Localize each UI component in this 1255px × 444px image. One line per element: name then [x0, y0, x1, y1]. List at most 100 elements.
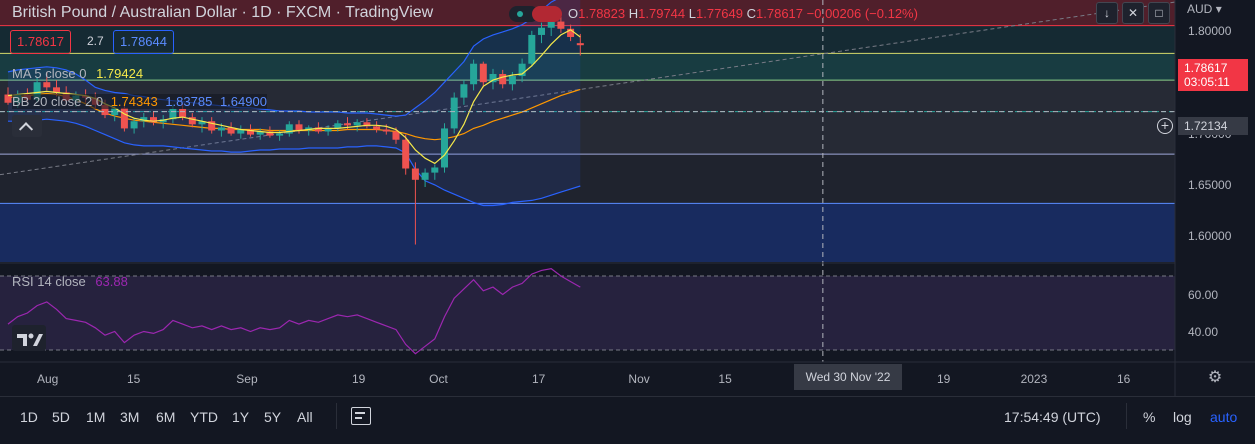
fullscreen-icon: □: [1155, 6, 1163, 20]
candle: [43, 71, 51, 91]
time-tick-label: Sep: [236, 372, 258, 386]
candle-body: [392, 131, 400, 140]
candle-body: [266, 131, 274, 136]
candle-body: [140, 117, 148, 122]
scroll-down-button[interactable]: ↓: [1096, 2, 1118, 24]
candle-body: [411, 168, 419, 180]
candle: [188, 113, 196, 128]
range-button[interactable]: 3M: [120, 409, 140, 425]
rsi-line: [7, 267, 581, 355]
fullscreen-button[interactable]: □: [1148, 2, 1170, 24]
candle-body: [150, 117, 157, 123]
candle-body: [53, 87, 60, 93]
rsi-pane-background: [0, 276, 1175, 350]
candle: [150, 110, 157, 126]
close-key: C: [746, 6, 757, 21]
toolbar-divider: [336, 403, 337, 429]
legend-collapse-button[interactable]: [12, 115, 42, 137]
price-zone: [0, 80, 1175, 155]
range-button[interactable]: 1M: [86, 409, 106, 425]
collapse-icon: ✕: [1127, 6, 1139, 20]
range-button[interactable]: 1Y: [232, 409, 250, 425]
time-tick-label: 17: [532, 372, 546, 386]
ma-label: MA 5 close 0: [12, 66, 87, 81]
range-button[interactable]: 6M: [156, 409, 176, 425]
crosshair-price-tag: 1.72134: [1178, 117, 1248, 135]
gear-icon[interactable]: ⚙: [1207, 369, 1223, 386]
price-zones: [0, 0, 1175, 262]
candle: [402, 134, 410, 175]
crosshair-date-tag: Wed 30 Nov '22: [794, 364, 902, 390]
ma-legend[interactable]: MA 5 close 0 1.79424: [12, 66, 143, 81]
candle-body: [314, 127, 322, 132]
price-tick-label: 1.80000: [1188, 23, 1232, 38]
candle: [421, 168, 429, 187]
candle: [363, 118, 371, 129]
time-tick-label: Aug: [37, 372, 59, 386]
time-tick-label: Nov: [628, 372, 650, 386]
range-button[interactable]: All: [297, 409, 313, 425]
sell-button[interactable]: 1.78617: [10, 30, 71, 54]
price-zone: [0, 203, 1175, 262]
candle: [256, 128, 264, 140]
range-button[interactable]: YTD: [190, 409, 218, 425]
change-value: −0.00206 (−0.12%): [806, 6, 918, 21]
candle: [130, 118, 138, 134]
time-tick-label: 19: [937, 372, 951, 386]
arrow-down-icon: ↓: [1104, 6, 1110, 20]
bottom-toolbar: 1D 5D 1M 3M 6M YTD 1Y 5Y All 17:54:49 (UTC) % lo…: [0, 396, 1255, 436]
price-zone: [0, 0, 1175, 26]
symbol-title[interactable]: British Pound / Australian Dollar · 1D ·…: [12, 4, 434, 21]
range-button[interactable]: 5Y: [264, 409, 282, 425]
horizontal-levels: [0, 25, 1175, 204]
chart-canvas[interactable]: [0, 0, 1255, 396]
candle-body: [324, 128, 332, 132]
candle: [528, 30, 536, 67]
bb-legend[interactable]: BB 20 close 2 0 1.74343 1.83785 1.64900: [12, 94, 267, 109]
candle: [237, 125, 245, 139]
time-tick-label: 19: [352, 372, 366, 386]
price-zone: [0, 154, 1175, 204]
candle: [518, 58, 526, 83]
alert-toggle[interactable]: [532, 6, 562, 22]
candle: [53, 80, 60, 97]
candle-body: [460, 84, 468, 98]
range-button[interactable]: 5D: [52, 409, 70, 425]
collapse-button[interactable]: ✕: [1122, 2, 1144, 24]
percent-toggle[interactable]: %: [1143, 409, 1156, 425]
candle: [120, 104, 128, 132]
candle-body: [295, 124, 303, 131]
rsi-value: 63.88: [95, 274, 128, 289]
auto-toggle[interactable]: auto: [1210, 409, 1238, 425]
candle-body: [179, 108, 187, 118]
time-tick-label: 2023: [1020, 372, 1048, 386]
bb-lower-value: 1.64900: [219, 94, 267, 109]
bollinger-band-fill: [8, 0, 581, 206]
candle-body: [227, 127, 235, 134]
candle-body: [373, 126, 381, 130]
add-alert-icon[interactable]: +: [1157, 118, 1173, 134]
candle-body: [198, 121, 206, 125]
log-toggle[interactable]: log: [1173, 409, 1192, 425]
rsi-legend[interactable]: RSI 14 close 63.88: [12, 274, 128, 289]
range-button[interactable]: 1D: [20, 409, 38, 425]
candle-body: [431, 167, 439, 173]
candle: [4, 87, 12, 105]
candle-body: [101, 104, 109, 116]
buy-button[interactable]: 1.78644: [113, 30, 174, 54]
candle-body: [33, 82, 41, 100]
candle-body: [547, 21, 555, 28]
candle-body: [402, 139, 410, 169]
chevron-down-icon: ▾: [1215, 2, 1222, 16]
bollinger-upper-line: [7, 0, 557, 117]
current-price-value: 1.78617: [1184, 61, 1228, 75]
candle-body: [518, 63, 526, 77]
calendar-range-icon[interactable]: [351, 407, 371, 425]
low-key: L: [688, 6, 696, 21]
clock-timezone[interactable]: 17:54:49 (UTC): [1004, 409, 1101, 425]
bb-upper-value: 1.83785: [165, 94, 213, 109]
ohlc-readout: O1.78823 H1.79744 L1.77649 C1.78617 −0.0…: [568, 6, 918, 21]
currency-selector[interactable]: AUD ▾: [1187, 2, 1222, 16]
candle-body: [285, 124, 293, 134]
candle-body: [247, 129, 254, 135]
